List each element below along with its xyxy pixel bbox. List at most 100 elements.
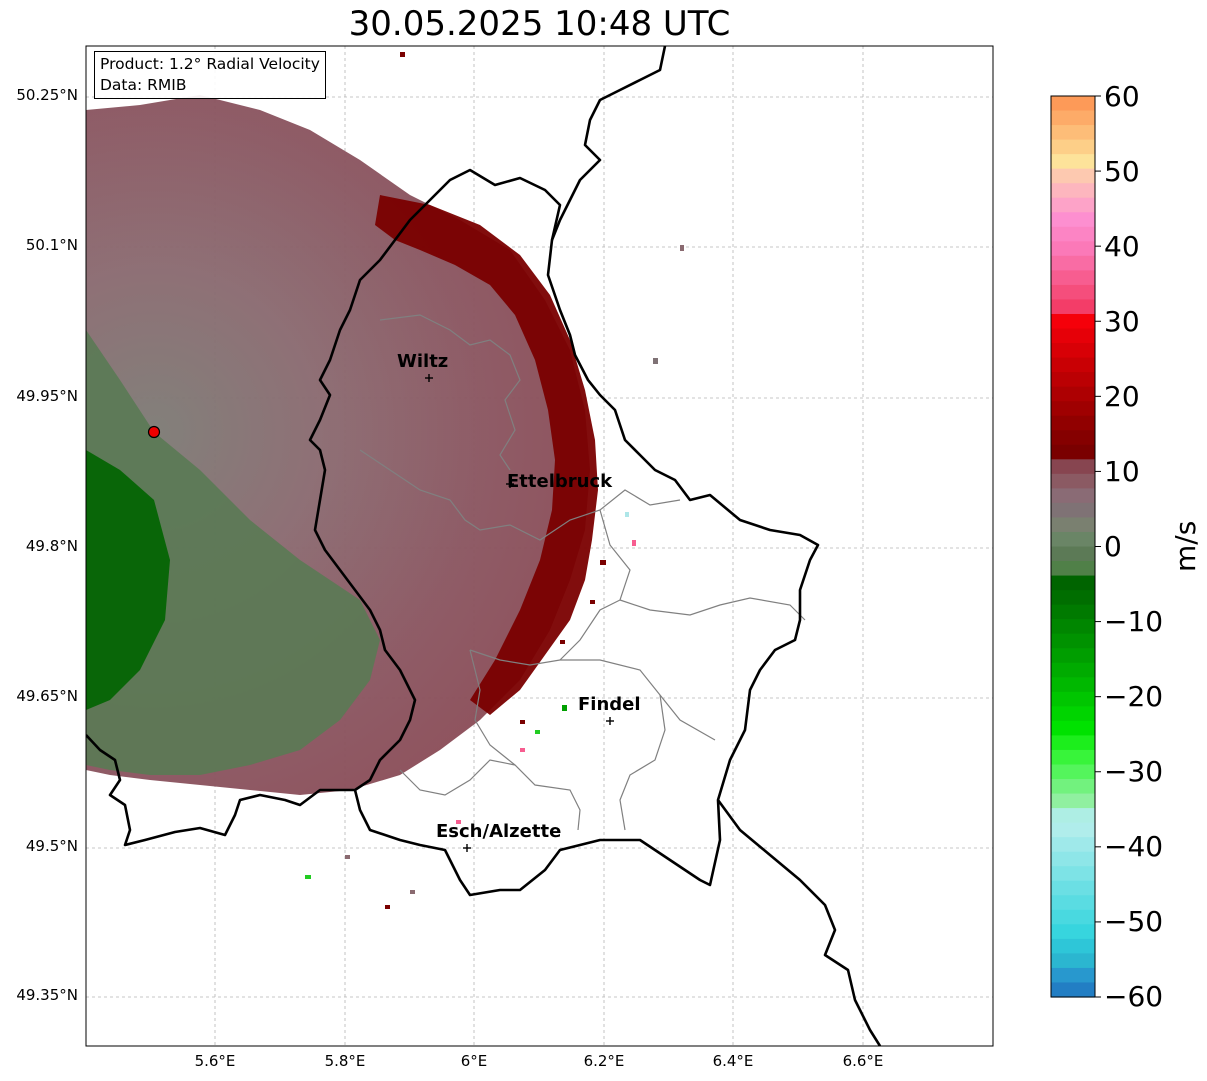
colorbar-segment [1051,851,1095,867]
lat-label: 49.65°N [16,687,78,705]
colorbar-segment [1051,212,1095,228]
colorbar-segment [1051,895,1095,911]
colorbar-segment [1051,313,1095,330]
canton-boundary [399,759,516,796]
lon-label: 6.2°E [583,1052,625,1070]
colorbar-tick-label: 20 [1104,380,1140,413]
data-source-label: Data: RMIB [100,76,187,94]
colorbar-tick-label: 50 [1104,155,1140,188]
radar-site-marker [147,425,161,439]
colorbar-segment [1051,677,1095,693]
colorbar-segment [1051,255,1095,271]
colorbar-segment [1051,837,1095,853]
echo-pixel [520,720,525,724]
lat-label: 50.25°N [16,86,78,104]
colorbar-tick-label: −60 [1104,980,1164,1013]
colorbar-segment [1051,909,1095,925]
colorbar-segment [1051,924,1095,940]
luxembourg-border [308,168,820,897]
colorbar-tick-label: 10 [1104,455,1140,488]
echo-pixel [410,890,415,894]
colorbar-segment [1051,430,1095,446]
canton-boundary [469,649,716,741]
colorbar-segment [1051,96,1095,112]
city-label-ettelbruck: Ettelbruck [507,471,613,492]
colorbar-segment [1051,517,1095,533]
echo-speckles [305,52,684,909]
colorbar-segment [1051,982,1095,998]
colorbar-segment [1051,299,1095,315]
canton-boundaries [359,314,806,831]
colorbar-segment [1051,691,1095,707]
colorbar-segment [1051,488,1095,504]
lat-label: 49.35°N [16,986,78,1004]
city-marker-esch [463,844,471,852]
echo-pixel [345,855,350,859]
colorbar-segment [1051,241,1095,257]
colorbar-segment [1051,154,1095,170]
colorbar-segment [1051,531,1095,548]
colorbar-tick-label: 40 [1104,230,1140,263]
colorbar-segment [1051,648,1095,664]
echo-pixel [560,640,565,644]
echo-pixel [600,560,606,565]
colorbar-segment [1051,706,1095,722]
colorbar-segment [1051,633,1095,649]
colorbar-segment [1051,720,1095,737]
colorbar-segment [1051,328,1095,344]
colorbar-segment [1051,938,1095,954]
colorbar-segment [1051,197,1095,213]
canton-boundary [379,314,521,471]
echo-pixel [456,820,461,824]
colorbar-tick-label: 30 [1104,305,1140,338]
echo-pixel [632,540,636,546]
colorbar-segment [1051,749,1095,766]
colorbar-segment [1051,735,1095,751]
canton-boundary [359,449,681,541]
colorbar-segment [1051,619,1095,635]
colorbar-segment [1051,270,1095,286]
city-marker-findel [606,717,614,725]
echo-strong-approaching [86,450,170,710]
colorbar-segment [1051,459,1095,475]
colorbar-tick-label: −10 [1104,605,1164,638]
echo-pixel [562,705,567,711]
colorbar-tick-label: 0 [1104,530,1122,563]
colorbar-segment [1051,880,1095,896]
city-label-wiltz: Wiltz [397,351,449,372]
echo-approaching-region [86,330,380,775]
lat-label: 50.1°N [25,236,78,254]
germany-france-border [716,799,882,1046]
colorbar [1050,95,1096,998]
echo-pixel [680,245,684,251]
colorbar-segment [1051,808,1095,824]
colorbar-tick-label: −30 [1104,755,1164,788]
city-marker-wiltz [425,374,433,382]
colorbar-segment [1051,183,1095,199]
echo-pixel [385,905,390,909]
colorbar-segment [1051,284,1095,301]
echo-pixel [590,600,595,604]
product-label: Product: 1.2° Radial Velocity [100,55,320,73]
colorbar-segment [1051,226,1095,242]
colorbar-tick-label: −20 [1104,680,1164,713]
colorbar-segment [1051,401,1095,417]
lat-label: 49.95°N [16,387,78,405]
city-label-findel: Findel [578,694,641,715]
echo-pixel [653,358,658,364]
info-box: Product: 1.2° Radial Velocity Data: RMIB [94,51,326,99]
map-title: 30.05.2025 10:48 UTC [348,4,731,44]
lon-label: 6°E [460,1052,488,1070]
colorbar-segment [1051,357,1095,373]
colorbar-tick-label: −50 [1104,905,1164,938]
colorbar-segment [1051,590,1095,606]
colorbar-ticks [1095,95,1101,998]
colorbar-segment [1051,110,1095,126]
colorbar-segment [1051,764,1095,780]
lon-label: 5.6°E [194,1052,236,1070]
colorbar-segment [1051,866,1095,882]
germany-border [550,46,667,241]
echo-pixel [305,875,311,879]
colorbar-segment [1051,575,1095,591]
colorbar-unit-label: m/s [1169,520,1202,572]
